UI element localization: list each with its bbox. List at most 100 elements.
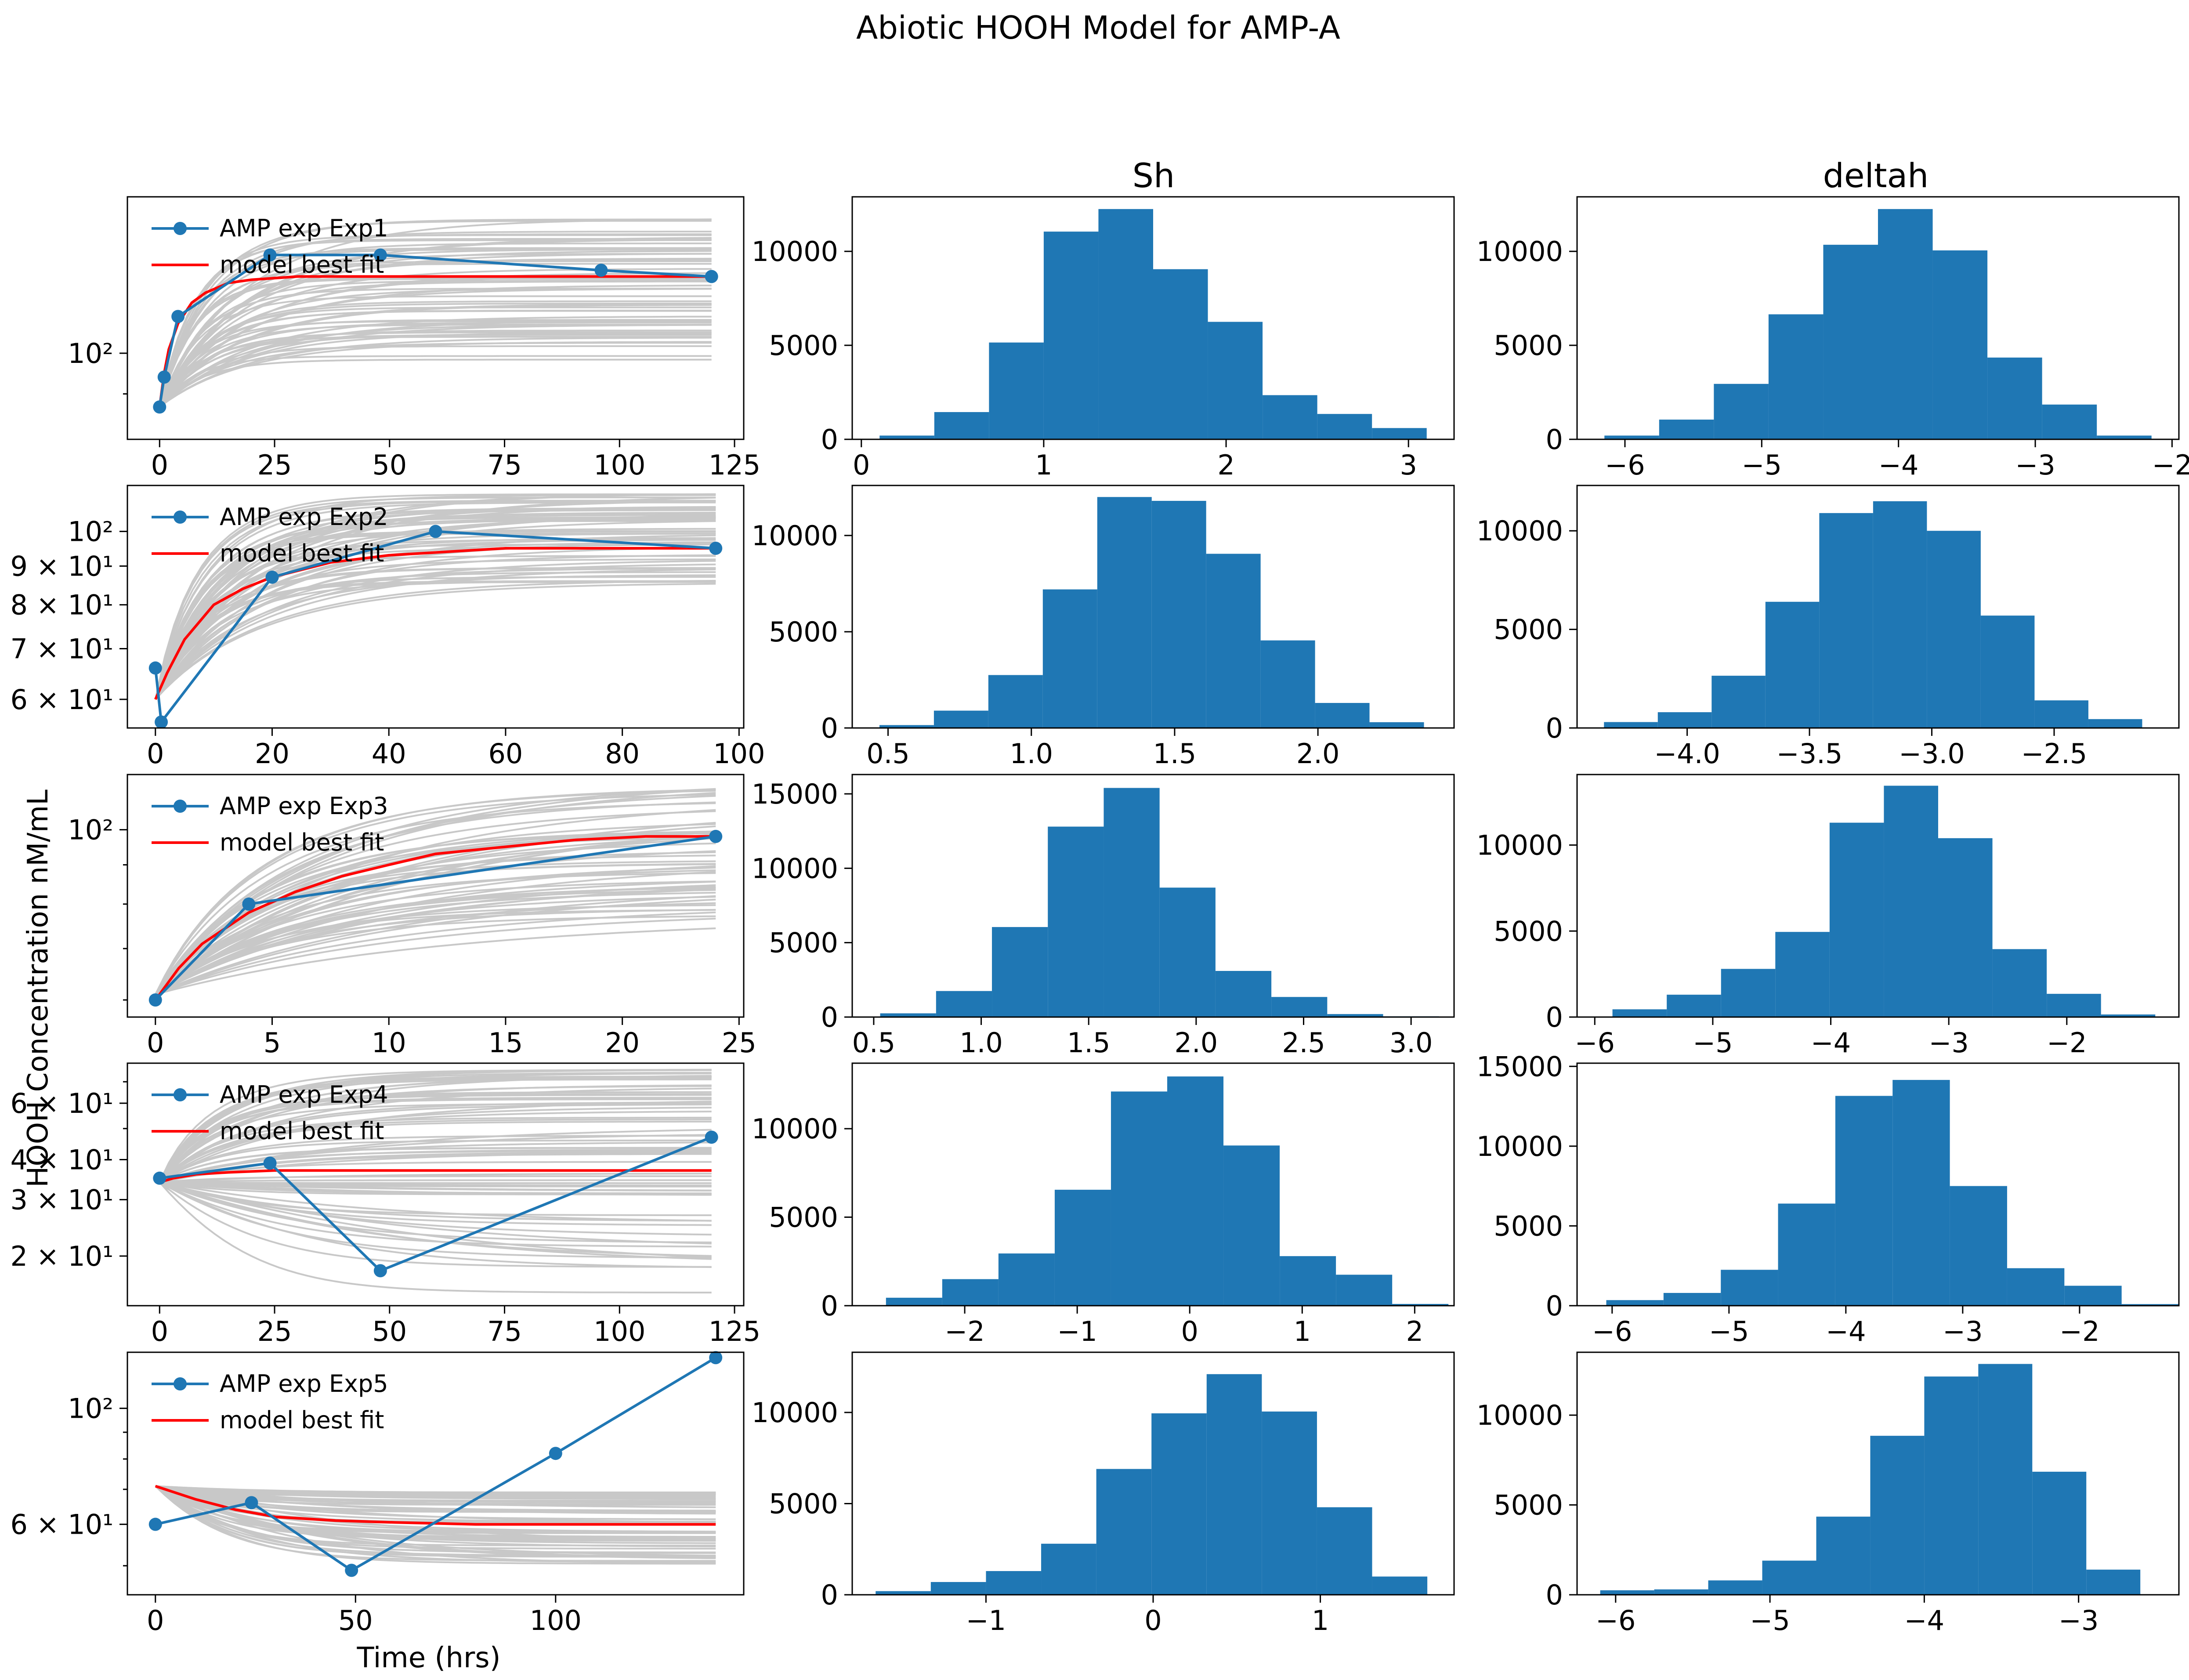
- ensemble-model-run: [159, 341, 712, 408]
- ensemble-model-run: [155, 871, 716, 996]
- subplot-r1-c1: AMP exp Exp1 model best fit 0 25 50 75 100 125 1…: [68, 196, 760, 481]
- subplot-r4-c2: −2 −1 0 1 2 0 5000 10000: [752, 1062, 1455, 1347]
- histogram-bar: [1927, 531, 1981, 728]
- plot-area: [1604, 501, 2142, 728]
- histogram-bar: [1600, 1590, 1654, 1595]
- experiment-data-point: [345, 1564, 358, 1577]
- y-tick-label: 0: [1546, 424, 1563, 456]
- x-tick-label: −5: [1693, 1027, 1733, 1059]
- x-tick-label: −6: [1605, 449, 1645, 481]
- axes-frame: [851, 485, 1455, 729]
- y-tick-label: 10000: [752, 1113, 838, 1145]
- x-tick-label: −5: [1750, 1604, 1790, 1637]
- histogram-bar: [1223, 1145, 1280, 1306]
- histogram-bar: [2007, 1268, 2065, 1306]
- ensemble-model-run: [154, 493, 716, 700]
- experiment-data-point: [265, 570, 279, 584]
- ensemble-model-run: [159, 239, 712, 407]
- experiment-data-point: [709, 829, 723, 843]
- histogram-bar: [1714, 384, 1769, 439]
- x-tick-label: 0.5: [866, 738, 910, 770]
- ensemble-model-run: [159, 1075, 712, 1183]
- x-tick-label: 2.0: [1296, 738, 1340, 770]
- x-tick-label: 15: [488, 1027, 523, 1059]
- ensemble-model-run: [159, 1119, 712, 1183]
- subplot-r2-c3: −4.0 −3.5 −3.0 −2.5 0 5000 10000: [1476, 485, 2180, 770]
- ensemble-model-run: [159, 1072, 712, 1183]
- experiment-data-point: [429, 525, 442, 538]
- histogram-bar: [1206, 554, 1261, 728]
- y-tick-label: 6 × 10¹: [10, 1087, 113, 1119]
- subplot-r1-c2: 0 1 2 3 0 5000 10000: [752, 196, 1455, 481]
- subplot-r5-c1: AMP exp Exp5 model best fit 0 50 100 6 × 10¹ 1…: [10, 1351, 745, 1637]
- histogram-bar: [1978, 1364, 2033, 1595]
- experiment-data-point: [705, 270, 718, 283]
- legend: AMP exp Exp2 model best fit: [152, 503, 388, 567]
- ensemble-model-run: [155, 574, 716, 700]
- x-tick-label: 20: [605, 1027, 640, 1059]
- experiment-data-point: [263, 1156, 277, 1170]
- ensemble-model-run: [159, 319, 712, 408]
- y-tick-label: 5000: [769, 927, 838, 959]
- ensemble-model-run: [155, 880, 716, 996]
- x-tick-label: 1: [1035, 449, 1052, 481]
- plot-area: [879, 497, 1424, 728]
- ensemble-model-run: [155, 842, 716, 995]
- histogram-bar: [2121, 1304, 2179, 1306]
- x-tick-label: 25: [722, 1027, 756, 1059]
- histogram-bar: [1884, 786, 1938, 1017]
- ensemble-model-run: [159, 1179, 712, 1183]
- y-tick-label: 10000: [752, 235, 838, 268]
- histogram-bar: [1280, 1256, 1336, 1306]
- x-tick-label: 2: [1217, 449, 1234, 481]
- legend-marker-experiment: [174, 511, 187, 524]
- x-tick-label: −6: [1596, 1604, 1635, 1637]
- experiment-data-point: [148, 1517, 162, 1531]
- histogram-bar: [936, 991, 992, 1017]
- histogram-bar: [1829, 822, 1884, 1017]
- legend-label-experiment: AMP exp Exp4: [220, 1081, 388, 1108]
- x-tick-label: 100: [593, 1315, 645, 1347]
- ensemble-model-run: [159, 288, 712, 408]
- y-tick-label: 0: [1546, 1579, 1563, 1611]
- plot-area: [1606, 1080, 2179, 1306]
- x-tick-label: −4: [1826, 1315, 1866, 1347]
- x-tick-label: −6: [1575, 1027, 1615, 1059]
- x-tick-label: 0: [1144, 1604, 1161, 1637]
- experiment-data-point: [245, 1496, 258, 1510]
- experiment-data-line: [159, 1136, 712, 1272]
- y-tick-label: 15000: [752, 778, 838, 810]
- histogram-bar: [1271, 997, 1328, 1017]
- x-tick-label: 25: [257, 449, 292, 481]
- histogram-bar: [1612, 1009, 1667, 1017]
- histogram-bar: [1098, 209, 1153, 439]
- ensemble-model-run: [155, 1485, 716, 1562]
- ensemble-model-run: [159, 243, 712, 407]
- histogram-bar: [1775, 932, 1830, 1017]
- histogram-bar: [1392, 1303, 1449, 1306]
- ensemble-model-run: [159, 1181, 712, 1195]
- histogram-bar: [1768, 314, 1824, 439]
- histogram-bar: [998, 1253, 1055, 1306]
- histogram-bar: [1663, 1293, 1721, 1306]
- ensemble-model-run: [154, 507, 716, 700]
- legend: AMP exp Exp5 model best fit: [152, 1370, 388, 1434]
- legend-label-model: model best fit: [220, 829, 384, 856]
- y-tick-label: 2 × 10¹: [10, 1240, 113, 1272]
- ensemble-model-run: [155, 795, 716, 995]
- y-tick-label: 5000: [1494, 1489, 1563, 1521]
- experiment-data-point: [709, 541, 723, 555]
- histogram-bar: [1048, 826, 1104, 1017]
- histogram-bar: [1317, 414, 1372, 439]
- ensemble-model-run: [155, 1485, 716, 1557]
- ensemble-model-run: [159, 1135, 712, 1183]
- ensemble-model-run: [155, 917, 716, 996]
- legend-label-experiment: AMP exp Exp3: [220, 792, 388, 820]
- experiment-data-point: [549, 1447, 562, 1460]
- y-tick-label: 10000: [1476, 829, 1563, 862]
- x-tick-label: 1.0: [1009, 738, 1053, 770]
- plot-area: [880, 788, 1439, 1017]
- x-tick-label: 80: [605, 738, 640, 770]
- histogram-bar: [2086, 1569, 2141, 1595]
- y-tick-label: 0: [1546, 712, 1563, 744]
